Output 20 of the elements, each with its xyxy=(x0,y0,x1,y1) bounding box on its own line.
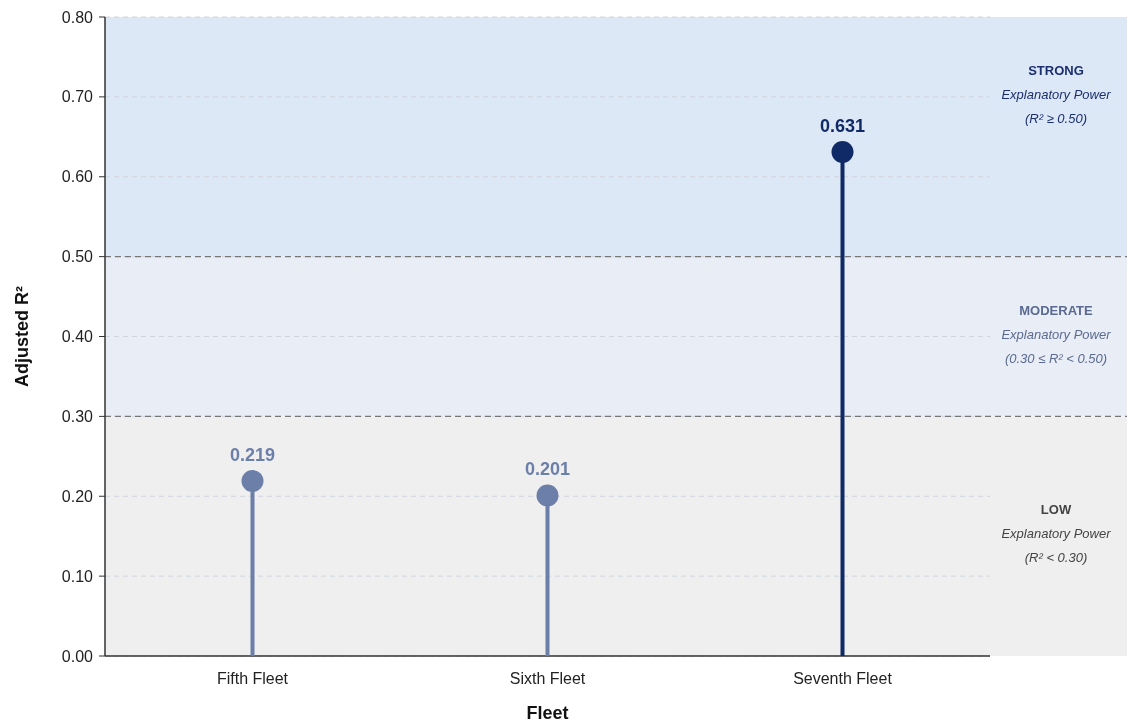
text: 0.10 xyxy=(61,567,93,585)
x-tick-label: Fifth Fleet xyxy=(216,670,289,687)
data-label: 0.201 xyxy=(524,459,571,480)
text: 0.20 xyxy=(61,487,93,505)
x-tick-label: Sixth Fleet xyxy=(509,670,586,687)
text: 0.50 xyxy=(61,248,93,266)
x-axis-title: Fleet xyxy=(526,703,569,723)
x-tick-label: Seventh Fleet xyxy=(793,670,893,687)
text: 0.70 xyxy=(61,88,93,106)
data-label: 0.631 xyxy=(819,115,866,136)
band-label: STRONG Explanatory Power (R² ≥ 0.50) xyxy=(1001,62,1112,126)
data-label: 0.219 xyxy=(229,445,276,466)
text: 0.40 xyxy=(61,328,93,346)
y-axis-title: Adjusted R² xyxy=(12,286,32,387)
text: 0.80 xyxy=(61,8,93,26)
band-label: MODERATE Explanatory Power (0.30 ≤ R² < 0.50) xyxy=(1001,302,1112,366)
band-label: LOW Explanatory Power (R² < 0.30) xyxy=(1001,502,1112,566)
text: 0.00 xyxy=(61,647,93,665)
text: 0.60 xyxy=(61,168,93,186)
text: 0.30 xyxy=(61,407,93,425)
